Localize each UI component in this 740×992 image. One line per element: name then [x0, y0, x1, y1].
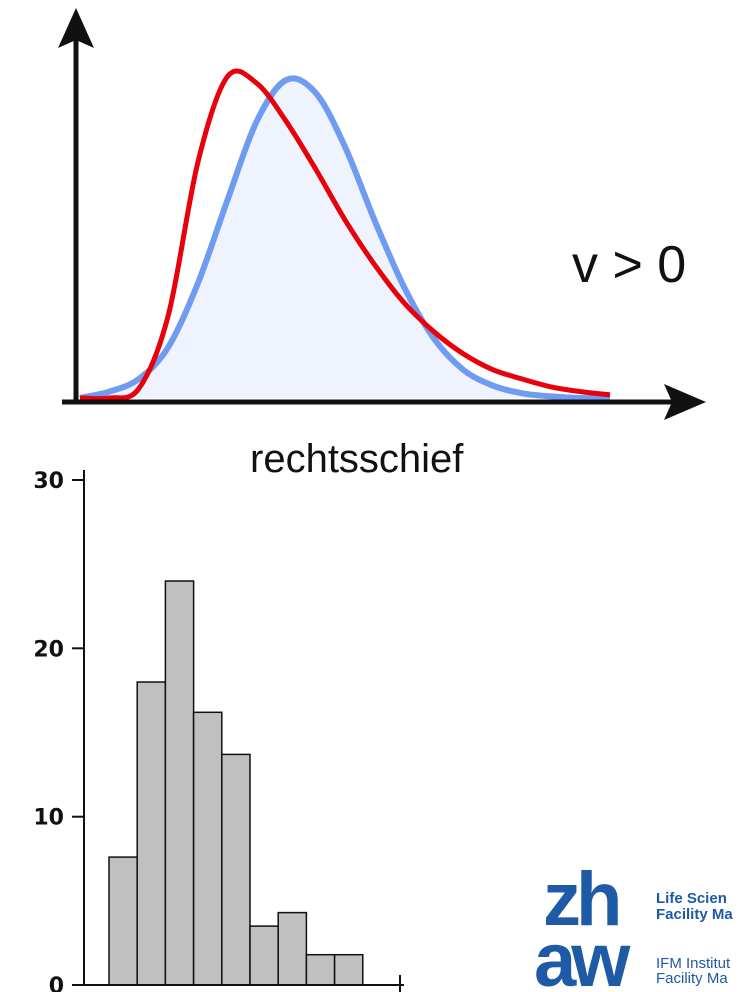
histogram-y-ticks: 0 10 20 30: [33, 469, 84, 992]
x-axis-arrowhead: [664, 384, 706, 420]
histogram-bar: [277, 911, 308, 986]
logo-line-2: Facility Ma: [656, 906, 733, 923]
histogram-bar: [221, 753, 251, 986]
blue-curve-fill: [80, 78, 610, 399]
red-skewed-curve: [79, 68, 611, 402]
histogram-bar: [136, 681, 167, 986]
zhaw-logo: zh aw Life Scien Facility Ma IFM Institu…: [534, 857, 733, 992]
histogram-bar: [249, 925, 279, 986]
hist-y-tick-label: 0: [49, 974, 64, 992]
histogram-bar: [164, 580, 195, 986]
histogram-bar: [333, 953, 364, 986]
histogram-bar: [192, 711, 223, 986]
hist-y-tick-label: 30: [33, 469, 64, 494]
y-axis-arrowhead: [58, 8, 94, 48]
skewness-annotation: v > 0: [572, 236, 686, 294]
histogram: 0 10 20 30: [33, 469, 404, 992]
logo-line-1: Life Scien: [656, 890, 727, 907]
histogram-bar: [305, 953, 336, 986]
histogram-bars: [108, 580, 364, 986]
histogram-bar: [108, 856, 138, 986]
hist-y-tick-label: 20: [33, 637, 64, 662]
hist-y-tick-label: 10: [33, 806, 64, 831]
skew-caption: rechtsschief: [250, 437, 464, 481]
logo-mark-bottom: aw: [534, 918, 631, 992]
logo-mark-top: zh: [543, 857, 618, 942]
logo-line-3: IFM Institut: [656, 955, 731, 972]
skewness-diagram: v > 0 rechtsschief: [58, 8, 706, 481]
logo-line-4: Facility Ma: [656, 970, 728, 987]
blue-normal-curve: [79, 75, 611, 402]
